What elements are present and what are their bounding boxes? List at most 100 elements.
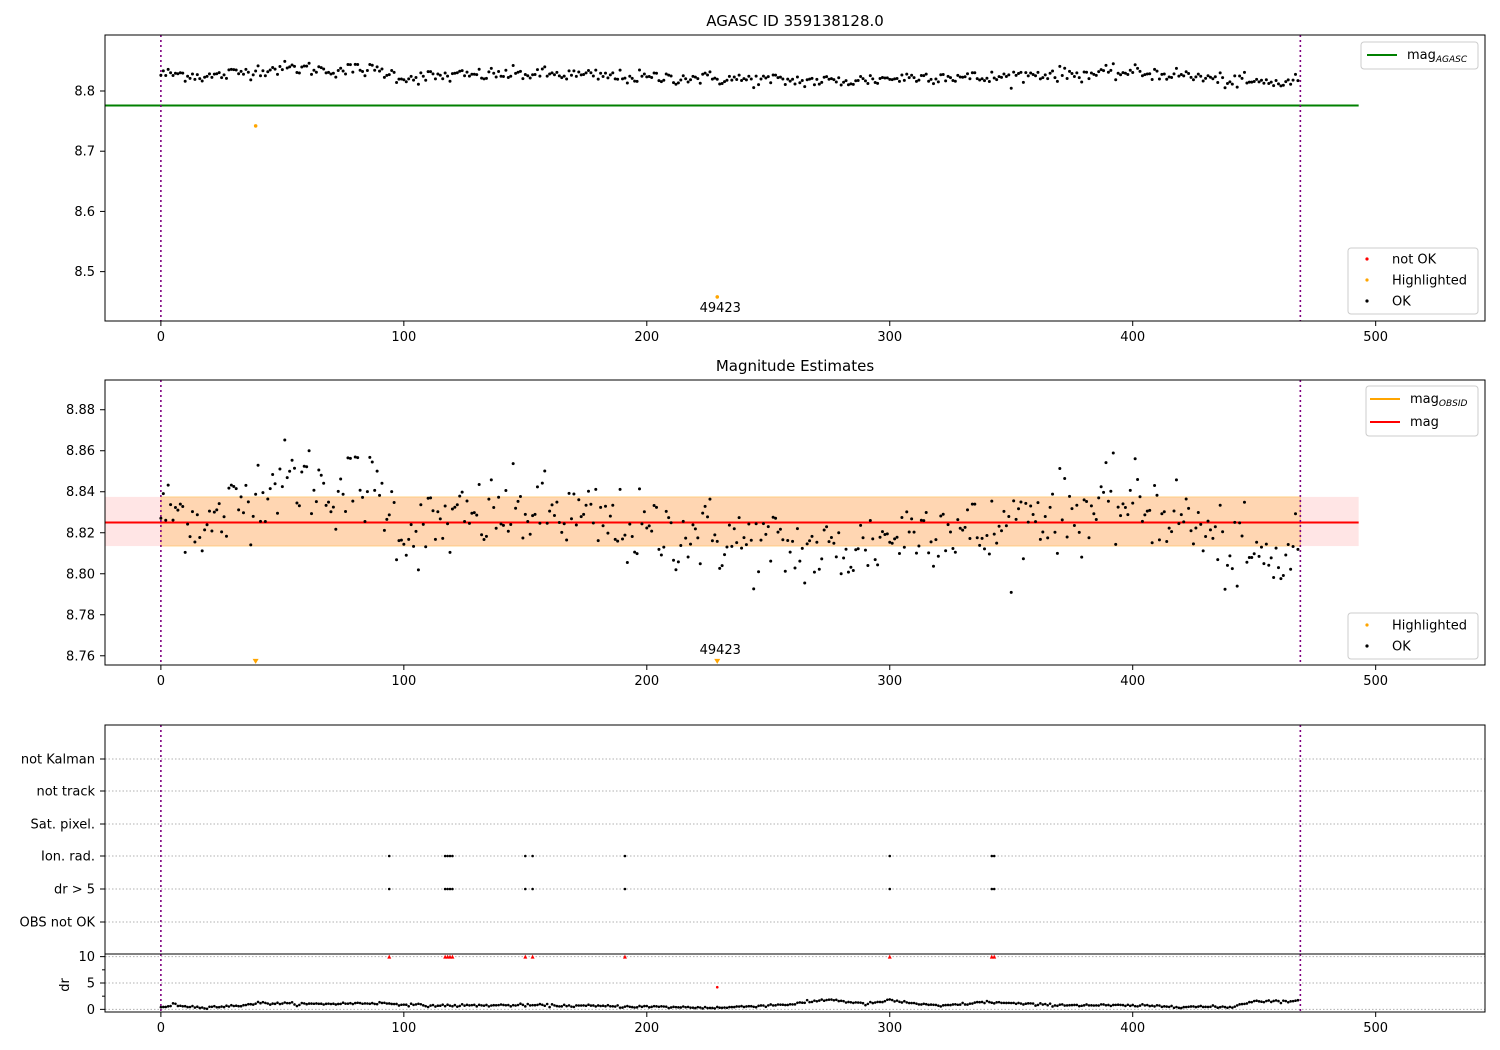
ok-point xyxy=(966,508,969,512)
dr-ok-point xyxy=(215,1005,219,1009)
legend-line-main: mag xyxy=(1410,415,1439,430)
ok-point xyxy=(569,73,573,77)
ok-point xyxy=(572,69,576,73)
ok-point xyxy=(693,75,697,79)
y-tick-label: 8.7 xyxy=(74,145,95,160)
ok-point xyxy=(288,65,292,69)
ok-point xyxy=(1269,80,1273,84)
ok-point xyxy=(254,492,258,496)
ok-point xyxy=(212,72,216,76)
legend-marker-label: Highlighted xyxy=(1392,619,1467,634)
ok-point xyxy=(924,72,928,76)
ok-point xyxy=(210,75,214,79)
dr-ok-point xyxy=(514,1004,517,1007)
dr-ok-point xyxy=(720,1006,724,1010)
ok-point xyxy=(713,76,717,80)
ok-point xyxy=(1104,461,1108,465)
ok-point xyxy=(271,65,275,69)
dr-ok-point xyxy=(849,1001,853,1004)
y-tick-label: 8.84 xyxy=(66,485,95,500)
dr-ok-point xyxy=(582,1004,585,1007)
dr-ok-point xyxy=(196,1005,199,1009)
ok-point xyxy=(820,557,824,561)
ok-point xyxy=(409,523,413,527)
dr-ok-point xyxy=(689,1006,692,1009)
dr-ok-point xyxy=(1041,1003,1045,1006)
y-axis-label: dr xyxy=(58,978,73,992)
dr-ok-point xyxy=(322,1003,325,1006)
ok-point xyxy=(1114,542,1118,546)
dr-ok-point xyxy=(1039,1002,1042,1005)
ok-point xyxy=(669,521,673,525)
dr-ok-point xyxy=(562,1003,566,1007)
ok-point xyxy=(263,519,267,523)
dr-ok-point xyxy=(485,1003,488,1007)
ok-point xyxy=(752,587,756,591)
dr-ok-point xyxy=(890,998,894,1002)
ok-point xyxy=(880,76,884,80)
flag-point xyxy=(446,887,449,891)
ok-point xyxy=(822,75,826,79)
dr-ok-point xyxy=(1065,1004,1069,1007)
ok-point xyxy=(205,523,209,527)
dr-ok-point xyxy=(480,1004,483,1007)
ok-point xyxy=(1174,66,1178,70)
dr-ok-point xyxy=(307,1002,311,1005)
ok-point xyxy=(1138,69,1142,73)
dr-ok-point xyxy=(179,1004,182,1008)
dr-ok-point xyxy=(575,1004,578,1007)
ok-point xyxy=(907,76,911,80)
ok-point xyxy=(897,79,901,83)
ok-point xyxy=(599,71,603,75)
dr-ok-point xyxy=(754,1005,758,1009)
ok-point xyxy=(1213,525,1217,529)
dr-ok-point xyxy=(482,1004,486,1007)
dr-ok-point xyxy=(601,1004,605,1008)
dr-ok-point xyxy=(1272,999,1275,1003)
ok-point xyxy=(412,78,416,82)
ok-point xyxy=(220,530,224,534)
dr-ok-point xyxy=(472,1003,476,1007)
ok-point xyxy=(1065,77,1069,81)
ok-point xyxy=(1046,77,1050,81)
ok-point xyxy=(232,484,236,488)
dr-ok-point xyxy=(541,1003,544,1007)
ok-point xyxy=(691,523,695,527)
ok-point xyxy=(795,75,799,79)
ok-point xyxy=(246,500,250,504)
dr-ok-point xyxy=(397,1004,401,1007)
ok-point xyxy=(752,86,756,90)
dr-ok-point xyxy=(283,1001,287,1004)
dr-ok-point xyxy=(1260,1000,1263,1003)
dr-ok-point xyxy=(1209,1005,1212,1009)
flag-point xyxy=(448,854,452,858)
ok-point xyxy=(684,536,688,540)
ok-point xyxy=(528,532,532,536)
ok-point xyxy=(504,68,508,72)
ok-point xyxy=(1262,81,1266,85)
dr-ok-point xyxy=(1014,1002,1018,1006)
annotation-label: 49423 xyxy=(700,301,741,316)
ok-point xyxy=(555,500,559,504)
ok-point xyxy=(261,491,265,495)
ok-point xyxy=(1204,76,1208,80)
ok-point xyxy=(1201,79,1205,83)
ok-point xyxy=(871,537,875,541)
dr-ok-point xyxy=(808,1000,811,1004)
dr-not-ok-point xyxy=(530,954,535,959)
ok-point xyxy=(448,550,452,554)
ok-point xyxy=(339,66,343,70)
dr-not-ok-point xyxy=(887,954,892,959)
ok-point xyxy=(1153,67,1157,71)
ok-point xyxy=(987,552,991,556)
ok-point xyxy=(293,64,297,68)
ok-point xyxy=(812,83,816,87)
ok-point xyxy=(543,469,547,473)
ok-point xyxy=(186,74,190,78)
ok-point xyxy=(803,85,807,89)
dr-ok-point xyxy=(805,998,809,1002)
dr-ok-point xyxy=(793,1003,797,1006)
ok-point xyxy=(356,456,360,460)
ok-point xyxy=(178,502,182,506)
ok-point xyxy=(1068,69,1072,73)
